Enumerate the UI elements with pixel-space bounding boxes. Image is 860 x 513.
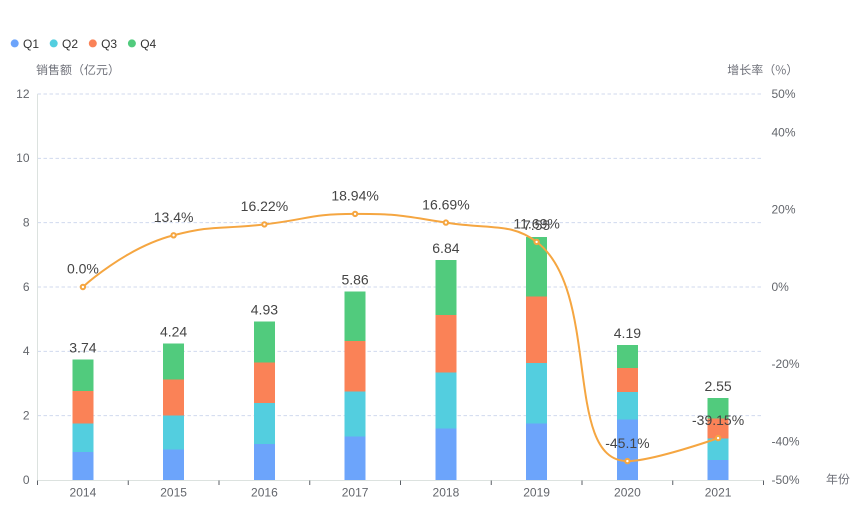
svg-text:11.69%: 11.69% (513, 216, 559, 232)
svg-text:Q1: Q1 (23, 37, 39, 51)
svg-text:3.74: 3.74 (69, 340, 96, 356)
svg-text:-50%: -50% (772, 473, 800, 487)
svg-text:5.86: 5.86 (341, 272, 368, 288)
svg-text:0%: 0% (772, 280, 790, 294)
svg-text:16.22%: 16.22% (241, 198, 288, 214)
svg-text:40%: 40% (772, 126, 796, 140)
svg-text:2014: 2014 (70, 486, 97, 500)
svg-text:2016: 2016 (251, 486, 278, 500)
svg-text:2021: 2021 (705, 486, 732, 500)
svg-text:4: 4 (23, 344, 30, 358)
svg-text:4.93: 4.93 (251, 301, 278, 317)
svg-text:0: 0 (23, 473, 30, 487)
svg-text:4.19: 4.19 (614, 325, 641, 341)
svg-text:18.94%: 18.94% (331, 188, 378, 204)
svg-text:6: 6 (23, 280, 30, 294)
svg-text:10: 10 (16, 151, 30, 165)
svg-text:-39.15%: -39.15% (692, 412, 744, 428)
svg-text:13.4%: 13.4% (154, 209, 194, 225)
svg-text:16.69%: 16.69% (422, 196, 469, 212)
svg-text:4.24: 4.24 (160, 324, 187, 340)
svg-text:Q3: Q3 (101, 37, 117, 51)
svg-text:2.55: 2.55 (704, 378, 731, 394)
svg-text:2: 2 (23, 409, 30, 423)
svg-text:2017: 2017 (342, 486, 369, 500)
svg-text:50%: 50% (772, 87, 796, 101)
svg-text:2018: 2018 (433, 486, 460, 500)
svg-text:-40%: -40% (772, 434, 800, 448)
svg-text:2015: 2015 (160, 486, 187, 500)
svg-text:0.0%: 0.0% (67, 261, 99, 277)
svg-text:2020: 2020 (614, 486, 641, 500)
svg-text:7.55: 7.55 (523, 217, 550, 233)
svg-text:-20%: -20% (772, 357, 800, 371)
svg-text:6.84: 6.84 (432, 240, 459, 256)
svg-text:8: 8 (23, 216, 30, 230)
svg-text:Q2: Q2 (62, 37, 78, 51)
svg-text:Q4: Q4 (140, 37, 156, 51)
svg-text:20%: 20% (772, 203, 796, 217)
svg-text:12: 12 (16, 87, 30, 101)
svg-text:2019: 2019 (523, 486, 550, 500)
svg-text:-45.1%: -45.1% (605, 435, 649, 451)
